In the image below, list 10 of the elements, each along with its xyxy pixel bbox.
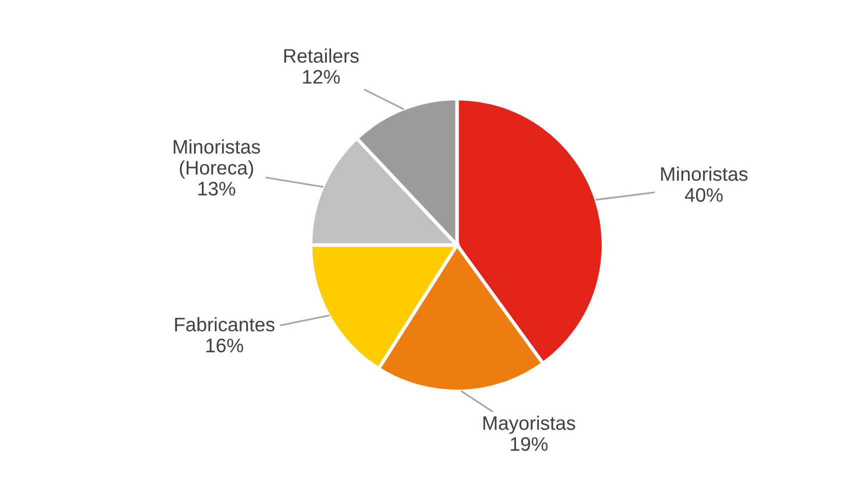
slice-label: Fabricantes: [175, 317, 274, 332]
slice-label: Mayoristas: [483, 416, 576, 434]
data-label: 12%: [303, 70, 340, 84]
data-label: 40%: [684, 188, 723, 202]
slice-label: Minoristas: [661, 166, 748, 181]
data-label: 16%: [206, 338, 244, 352]
slice-label: Retailers: [284, 48, 359, 63]
data-label: 19%: [510, 437, 548, 451]
data-label: 13%: [198, 182, 236, 196]
slice-label: Minoristas (Horeca): [174, 139, 260, 178]
